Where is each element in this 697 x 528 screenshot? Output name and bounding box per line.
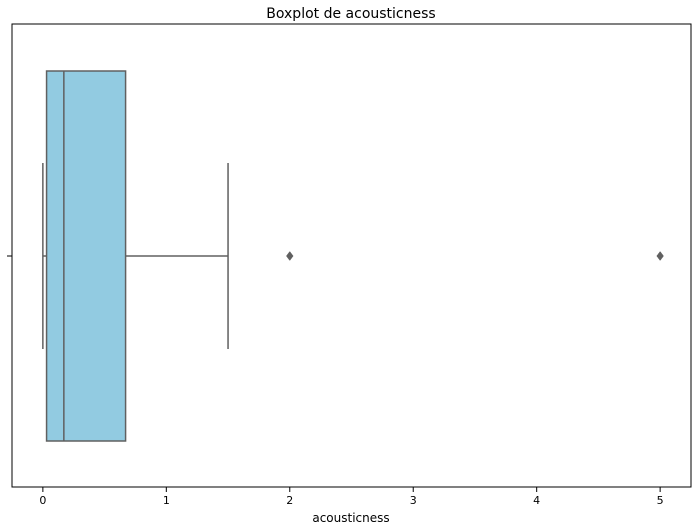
outlier-point <box>656 251 664 261</box>
iqr-box <box>45 70 127 442</box>
x-tick-label: 5 <box>657 494 664 507</box>
chart-title: Boxplot de acousticness <box>266 6 435 22</box>
x-tick-label: 3 <box>410 494 417 507</box>
x-tick-label: 4 <box>533 494 540 507</box>
outlier-point <box>286 251 294 261</box>
x-tick-label: 2 <box>286 494 293 507</box>
x-axis: 0 1 2 3 4 5 <box>39 487 664 507</box>
x-axis-label: acousticness <box>312 511 389 525</box>
x-tick-label: 0 <box>39 494 46 507</box>
x-tick-label: 1 <box>163 494 170 507</box>
plot-area <box>42 70 664 442</box>
